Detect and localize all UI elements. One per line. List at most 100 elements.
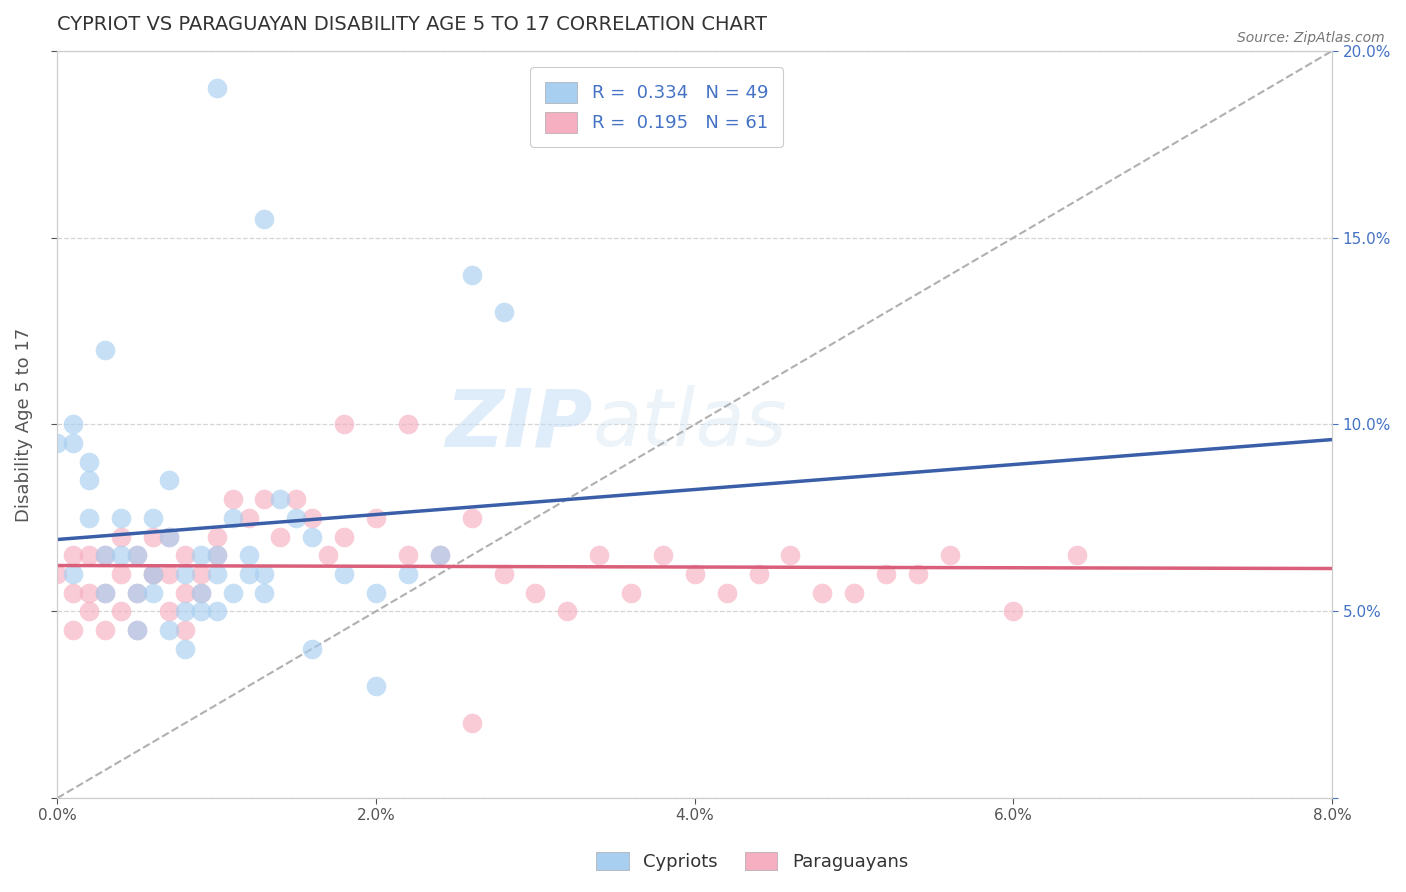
Point	[301, 641, 323, 656]
Point	[253, 492, 276, 507]
Point	[875, 566, 897, 581]
Point	[396, 417, 419, 432]
Point	[125, 548, 148, 562]
Y-axis label: Disability Age 5 to 17: Disability Age 5 to 17	[15, 327, 32, 522]
Point	[1066, 548, 1088, 562]
Point	[173, 585, 195, 599]
Point	[94, 548, 117, 562]
Point	[173, 566, 195, 581]
Point	[429, 548, 451, 562]
Point	[555, 604, 578, 618]
Point	[125, 623, 148, 637]
Point	[125, 585, 148, 599]
Point	[492, 566, 515, 581]
Point	[907, 566, 929, 581]
Text: Source: ZipAtlas.com: Source: ZipAtlas.com	[1237, 31, 1385, 45]
Point	[157, 566, 180, 581]
Point	[125, 548, 148, 562]
Point	[205, 566, 228, 581]
Point	[524, 585, 547, 599]
Point	[333, 566, 356, 581]
Point	[285, 492, 308, 507]
Point	[62, 585, 84, 599]
Point	[238, 566, 260, 581]
Point	[190, 604, 212, 618]
Point	[683, 566, 706, 581]
Point	[157, 474, 180, 488]
Point	[77, 548, 100, 562]
Text: ZIP: ZIP	[446, 385, 593, 464]
Point	[62, 436, 84, 450]
Point	[205, 81, 228, 95]
Point	[238, 548, 260, 562]
Point	[110, 604, 132, 618]
Point	[94, 343, 117, 357]
Point	[173, 604, 195, 618]
Point	[842, 585, 865, 599]
Text: CYPRIOT VS PARAGUAYAN DISABILITY AGE 5 TO 17 CORRELATION CHART: CYPRIOT VS PARAGUAYAN DISABILITY AGE 5 T…	[58, 15, 768, 34]
Point	[110, 548, 132, 562]
Point	[77, 585, 100, 599]
Point	[142, 566, 165, 581]
Point	[157, 529, 180, 543]
Point	[253, 211, 276, 226]
Point	[142, 566, 165, 581]
Point	[460, 268, 482, 282]
Point	[460, 511, 482, 525]
Point	[142, 511, 165, 525]
Point	[253, 585, 276, 599]
Point	[173, 641, 195, 656]
Point	[110, 566, 132, 581]
Point	[205, 604, 228, 618]
Point	[253, 566, 276, 581]
Point	[364, 511, 387, 525]
Point	[62, 566, 84, 581]
Point	[62, 548, 84, 562]
Point	[205, 548, 228, 562]
Point	[460, 716, 482, 731]
Point	[938, 548, 960, 562]
Point	[94, 548, 117, 562]
Point	[269, 529, 291, 543]
Point	[285, 511, 308, 525]
Point	[747, 566, 769, 581]
Point	[77, 604, 100, 618]
Text: atlas: atlas	[593, 385, 787, 464]
Point	[301, 529, 323, 543]
Legend: R =  0.334   N = 49, R =  0.195   N = 61: R = 0.334 N = 49, R = 0.195 N = 61	[530, 67, 783, 147]
Point	[396, 566, 419, 581]
Point	[94, 585, 117, 599]
Point	[46, 436, 69, 450]
Point	[157, 623, 180, 637]
Point	[173, 548, 195, 562]
Point	[429, 548, 451, 562]
Point	[221, 511, 243, 525]
Point	[173, 623, 195, 637]
Point	[77, 474, 100, 488]
Point	[125, 585, 148, 599]
Point	[316, 548, 339, 562]
Point	[142, 566, 165, 581]
Point	[157, 529, 180, 543]
Point	[190, 548, 212, 562]
Point	[77, 455, 100, 469]
Legend: Cypriots, Paraguayans: Cypriots, Paraguayans	[589, 845, 915, 879]
Point	[333, 417, 356, 432]
Point	[716, 585, 738, 599]
Point	[811, 585, 834, 599]
Point	[205, 548, 228, 562]
Point	[301, 511, 323, 525]
Point	[651, 548, 673, 562]
Point	[157, 604, 180, 618]
Point	[142, 529, 165, 543]
Point	[1002, 604, 1025, 618]
Point	[77, 511, 100, 525]
Point	[620, 585, 643, 599]
Point	[492, 305, 515, 319]
Point	[396, 548, 419, 562]
Point	[221, 492, 243, 507]
Point	[364, 679, 387, 693]
Point	[221, 585, 243, 599]
Point	[142, 585, 165, 599]
Point	[46, 566, 69, 581]
